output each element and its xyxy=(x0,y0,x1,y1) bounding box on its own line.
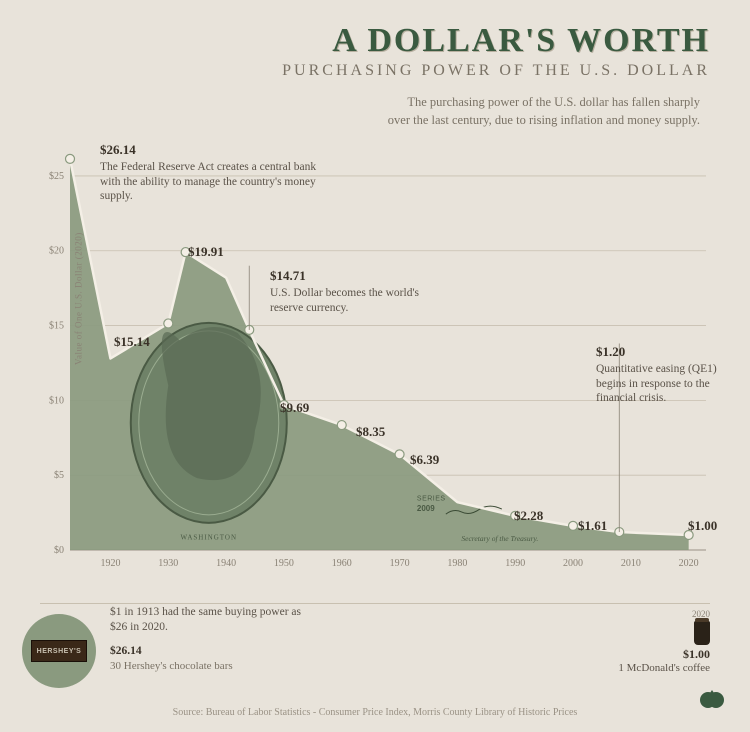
annotation-value: $1.61 xyxy=(578,518,638,534)
annotation-value: $14.71 xyxy=(270,268,420,284)
annotation-value: $2.28 xyxy=(514,508,574,524)
annotation-value: $15.14 xyxy=(114,334,174,350)
lede-text: The purchasing power of the U.S. dollar … xyxy=(0,80,750,129)
comparison-bar: HERSHEY'S $1 in 1913 had the same buying… xyxy=(0,602,750,732)
annotation: $14.71 U.S. Dollar becomes the world's re… xyxy=(270,268,420,315)
annotation-value: $8.35 xyxy=(356,424,416,440)
annotation-value: $6.39 xyxy=(410,452,470,468)
source-text: Source: Bureau of Labor Statistics - Con… xyxy=(0,707,750,718)
lede-line-1: The purchasing power of the U.S. dollar … xyxy=(407,95,700,109)
annotation: $1.61 xyxy=(578,518,638,536)
comparison-right-value: $1.00 xyxy=(618,647,710,662)
annotations-layer: $26.14 The Federal Reserve Act creates a … xyxy=(40,140,720,580)
hershey-circle: HERSHEY'S xyxy=(22,614,96,688)
annotation: $19.91 xyxy=(188,244,248,262)
coffee-cup-icon xyxy=(694,621,710,645)
comparison-right: 2020 $1.00 1 McDonald's coffee xyxy=(618,609,710,674)
annotation-value: $1.20 xyxy=(596,344,726,360)
logo-icon xyxy=(698,684,726,712)
annotation: $9.69 xyxy=(280,400,340,418)
hershey-bar-icon: HERSHEY'S xyxy=(31,640,87,662)
annotation: $6.39 xyxy=(410,452,470,470)
annotation: $26.14 The Federal Reserve Act creates a … xyxy=(100,142,320,203)
annotation-text: The Federal Reserve Act creates a centra… xyxy=(100,161,316,202)
comparison-right-item: 1 McDonald's coffee xyxy=(618,662,710,674)
annotation-value: $1.00 xyxy=(688,518,738,534)
lede-line-2: over the last century, due to rising inf… xyxy=(388,113,700,127)
annotation: $8.35 xyxy=(356,424,416,442)
comparison-lead: $1 in 1913 had the same buying power as … xyxy=(110,605,310,636)
subtitle: PURCHASING POWER OF THE U.S. DOLLAR xyxy=(0,62,710,80)
annotation-text: Quantitative easing (QE1) begins in resp… xyxy=(596,363,717,404)
comparison-left: $1 in 1913 had the same buying power as … xyxy=(110,605,310,674)
annotation: $2.28 xyxy=(514,508,574,526)
annotation: $1.20 Quantitative easing (QE1) begins in… xyxy=(596,344,726,405)
annotation: $1.00 xyxy=(688,518,738,536)
annotation-text: U.S. Dollar becomes the world's reserve … xyxy=(270,287,419,313)
annotation-value: $26.14 xyxy=(100,142,320,158)
main-title: A DOLLAR'S WORTH xyxy=(0,22,710,60)
annotation-value: $19.91 xyxy=(188,244,248,260)
comparison-left-value: $26.14 xyxy=(110,644,310,660)
annotation: $15.14 xyxy=(114,334,174,352)
annotation-value: $9.69 xyxy=(280,400,340,416)
comparison-left-item: 30 Hershey's chocolate bars xyxy=(110,659,310,674)
